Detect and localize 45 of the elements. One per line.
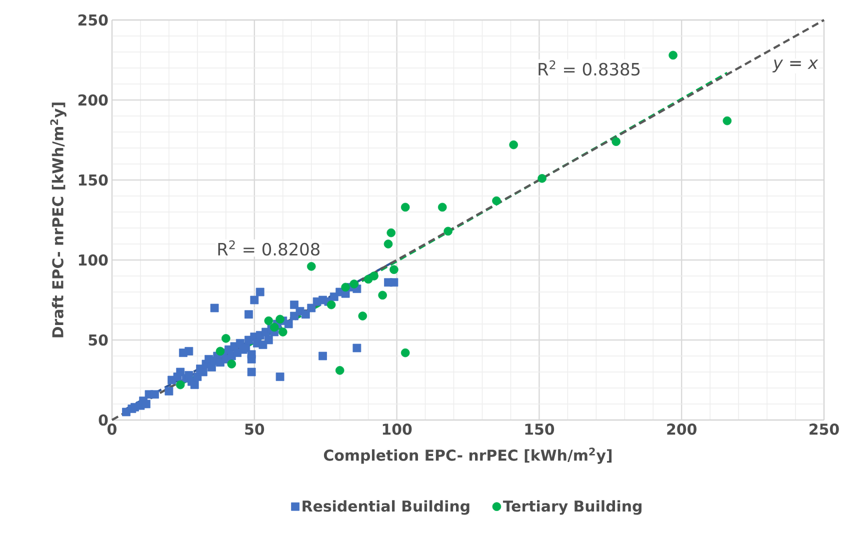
x-tick-label: 0 — [108, 424, 116, 435]
point — [438, 202, 447, 212]
y-tick-label: 100 — [78, 254, 108, 266]
y-tick-label: 0 — [98, 414, 108, 426]
point — [492, 196, 501, 206]
point — [176, 380, 185, 390]
point — [278, 328, 288, 336]
y-tick-label: 200 — [78, 94, 108, 106]
legend-label: Residential Building — [302, 500, 470, 515]
point — [612, 137, 620, 146]
point — [306, 262, 316, 271]
point — [350, 280, 358, 288]
y-tick-label: 150 — [78, 174, 108, 186]
point — [378, 290, 387, 300]
point — [358, 312, 368, 320]
point — [335, 366, 344, 375]
point — [222, 334, 230, 343]
point — [444, 226, 452, 236]
point — [386, 228, 396, 238]
point — [390, 265, 398, 274]
point — [264, 316, 274, 326]
annotation: R$^{2}$ = 0.8385 — [538, 60, 640, 76]
point — [370, 272, 378, 280]
point — [276, 314, 284, 324]
y-axis-title: Draft EPC- nrPEC [kWh/m$^{2}$y] — [50, 102, 66, 338]
point — [384, 240, 393, 248]
y-tick-label: 50 — [88, 334, 108, 346]
point — [509, 140, 518, 150]
annotation: y = x — [772, 60, 818, 72]
point — [538, 174, 546, 183]
x-tick-label: 200 — [667, 424, 696, 435]
x-tick-label: 150 — [525, 424, 554, 435]
point — [400, 202, 410, 212]
x-tick-label: 250 — [810, 424, 839, 435]
y-tick-label: 250 — [78, 14, 108, 26]
x-tick-label: 50 — [245, 424, 264, 435]
annotation: R$^{2}$ = 0.8208 — [218, 240, 320, 256]
point — [668, 50, 678, 60]
x-tick-label: 100 — [382, 424, 412, 435]
point — [326, 300, 336, 310]
x-axis-title: Completion EPC- nrPEC [kWh/m$^{2}$y] — [324, 448, 612, 464]
point — [400, 348, 410, 358]
point — [227, 360, 236, 368]
point — [722, 116, 732, 126]
legend-label: Tertiary Building — [502, 500, 642, 515]
